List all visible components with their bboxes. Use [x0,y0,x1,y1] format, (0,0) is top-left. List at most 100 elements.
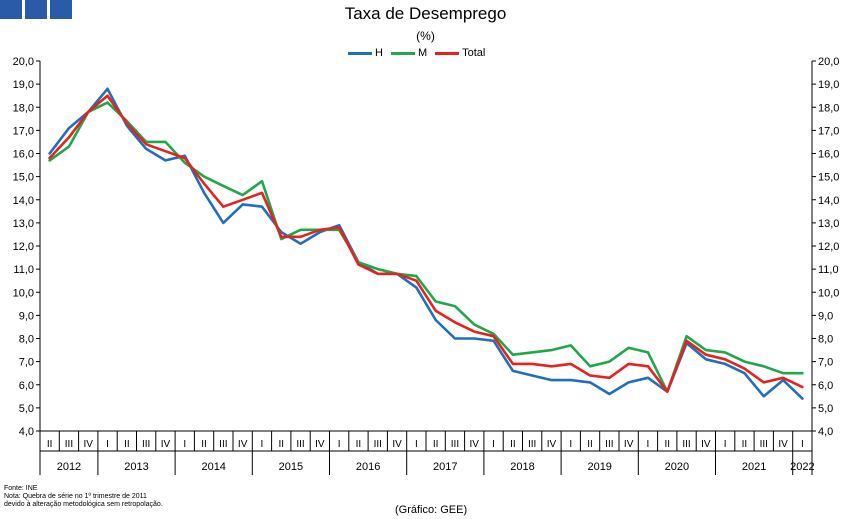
quarter-label: I [183,439,186,450]
quarter-label: IV [392,439,402,450]
quarter-label: II [201,439,207,450]
y-tick-label-left: 6,0 [19,380,34,392]
y-tick-label-left: 14,0 [13,195,34,207]
year-label: 2012 [57,461,81,473]
quarter-label: III [451,439,459,450]
y-tick-label-right: 4,0 [818,426,833,438]
y-tick-label-left: 9,0 [19,310,34,322]
quarter-label: I [261,439,264,450]
y-tick-label-right: 15,0 [818,172,839,184]
legend-item-total: Total [435,47,485,59]
logo-square [25,0,47,19]
year-label: 2014 [201,461,225,473]
quarter-label: III [682,439,690,450]
series-line-m [48,101,804,394]
y-tick-label-right: 14,0 [818,195,839,207]
year-label: 2013 [124,461,148,473]
quarter-label: I [724,439,727,450]
quarter-label: III [65,439,73,450]
legend-item-m: M [390,47,428,59]
y-tick-label-left: 13,0 [13,218,34,230]
quarter-label: I [492,439,495,450]
quarter-label: II [124,439,130,450]
chart-subtitle: (%) [416,29,435,43]
series-line-h [48,87,804,400]
y-tick-label-right: 11,0 [818,264,839,276]
y-tick-label-left: 17,0 [13,125,34,137]
quarter-label: III [142,439,150,450]
quarter-label: I [338,439,341,450]
logo-square [50,0,72,19]
y-tick-label-left: 4,0 [19,426,34,438]
y-tick-label-left: 12,0 [13,241,34,253]
quarter-label: IV [84,439,94,450]
quarter-label: IV [470,439,480,450]
y-tick-label-left: 18,0 [13,102,34,114]
note-line: devido à alteração metodológica sem retr… [4,501,163,508]
y-tick-label-right: 10,0 [818,287,839,299]
y-tick-label-left: 8,0 [19,334,34,346]
quarter-label: I [801,439,804,450]
y-tick-label-left: 15,0 [13,172,34,184]
year-label: 2017 [433,461,457,473]
y-tick-label-right: 19,0 [818,79,839,91]
quarter-label: II [433,439,439,450]
quarter-label: II [47,439,53,450]
gee-logo [0,0,72,19]
quarter-label: IV [238,439,248,450]
y-tick-label-right: 7,0 [818,357,833,369]
y-tick-label-left: 20,0 [13,56,34,68]
legend-label-total: Total [462,47,486,59]
quarter-label: II [742,439,748,450]
y-tick-label-right: 16,0 [818,149,839,161]
quarter-label: III [528,439,536,450]
quarter-label: II [664,439,670,450]
year-label: 2018 [510,461,534,473]
quarter-label: I [106,439,109,450]
quarter-label: III [296,439,304,450]
quarter-label: IV [161,439,171,450]
y-tick-label-left: 5,0 [19,403,34,415]
legend-swatch-h [348,51,372,55]
quarter-label: III [760,439,768,450]
y-tick-label-right: 13,0 [818,218,839,230]
quarter-label: II [356,439,362,450]
legend-swatch-m [390,51,415,55]
quarter-label: II [510,439,516,450]
year-label: 2015 [279,461,303,473]
quarter-label: III [219,439,227,450]
quarter-label: IV [547,439,557,450]
y-tick-label-left: 7,0 [19,357,34,369]
quarter-label: II [587,439,593,450]
y-tick-label-left: 19,0 [13,79,34,91]
y-tick-label-right: 18,0 [818,102,839,114]
source-line: Fonte: INE [4,485,38,492]
quarter-label: IV [778,439,788,450]
chart-title: Taxa de Desemprego [344,4,507,23]
y-tick-label-right: 9,0 [818,310,833,322]
source-note: Fonte: INE Nota: Quebra de série no 1º t… [4,485,163,509]
quarter-label: IV [701,439,711,450]
quarter-label: II [278,439,284,450]
y-tick-label-left: 10,0 [13,287,34,299]
y-tick-label-right: 8,0 [818,334,833,346]
y-tick-label-right: 12,0 [818,241,839,253]
quarter-label: I [415,439,418,450]
y-tick-label-left: 11,0 [13,264,34,276]
legend-label-m: M [417,47,428,59]
y-tick-label-right: 20,0 [818,56,839,68]
year-label: 2020 [665,461,689,473]
quarter-label: III [374,439,382,450]
legend-item-h: H [348,47,383,59]
year-label: 2022 [790,461,814,473]
year-label: 2019 [587,461,611,473]
y-tick-label-right: 5,0 [818,403,833,415]
year-label: 2016 [356,461,380,473]
series-line-total [48,94,804,394]
y-tick-label-left: 16,0 [13,149,34,161]
y-tick-label-right: 6,0 [818,380,833,392]
quarter-label: IV [624,439,634,450]
note-line: Nota: Quebra de série no 1º trimestre de… [4,493,147,500]
legend-label-h: H [375,47,383,59]
